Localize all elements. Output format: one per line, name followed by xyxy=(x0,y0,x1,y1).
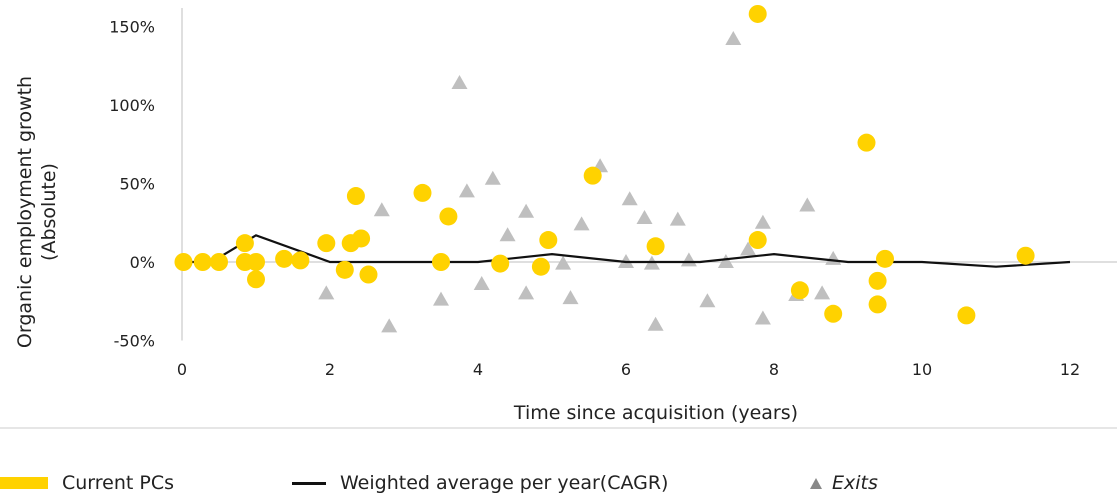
exit-point xyxy=(381,318,398,333)
x-tick-label: 12 xyxy=(1060,360,1080,379)
legend-label-exits: Exits xyxy=(832,472,878,494)
exit-point xyxy=(636,210,653,225)
current-pc-point xyxy=(247,270,265,289)
y-tick-label: -50% xyxy=(114,332,155,351)
x-tick-label: 6 xyxy=(621,360,631,379)
current-pc-point xyxy=(790,281,809,300)
current-pc-point xyxy=(193,253,212,271)
legend-item-current-pcs: Current PCs xyxy=(0,468,174,498)
current-pc-point xyxy=(957,306,976,325)
current-pc-point xyxy=(583,166,602,185)
exit-point xyxy=(451,75,468,90)
current-pc-point xyxy=(346,187,365,206)
current-pc-point xyxy=(531,257,550,276)
current-pc-point xyxy=(748,231,767,250)
legend: Current PCs Weighted average per year(CA… xyxy=(0,468,1117,498)
current-pc-point xyxy=(432,253,450,271)
exit-point xyxy=(518,285,535,300)
y-tick-label: 50% xyxy=(119,175,155,194)
current-pc-point xyxy=(868,295,887,314)
x-axis-title: Time since acquisition (years) xyxy=(513,402,798,424)
exit-point xyxy=(754,214,771,229)
exit-point xyxy=(318,285,335,300)
exit-point xyxy=(680,252,697,267)
x-tick-label: 8 xyxy=(769,360,779,379)
exit-point xyxy=(621,191,638,206)
y-tick-label: 150% xyxy=(109,18,155,37)
x-tick-label: 4 xyxy=(473,360,483,379)
current-pc-point xyxy=(857,133,876,152)
exit-point xyxy=(573,216,590,231)
exit-point xyxy=(725,31,742,46)
current-pc-point xyxy=(335,260,354,279)
current-pc-point xyxy=(868,271,887,290)
current-pc-point xyxy=(1016,246,1035,265)
marks-layer xyxy=(174,4,1071,333)
exit-point xyxy=(518,203,535,218)
exit-point xyxy=(699,293,716,308)
exit-point xyxy=(373,202,390,217)
current-pc-point xyxy=(235,234,254,253)
current-pc-point xyxy=(876,249,894,268)
axes-layer xyxy=(0,8,1117,429)
exit-point xyxy=(799,197,816,212)
current-pc-point xyxy=(491,254,510,273)
current-pc-point xyxy=(359,265,378,284)
current-pc-point xyxy=(352,229,371,248)
exit-point xyxy=(717,254,734,268)
x-tick-label: 10 xyxy=(912,360,932,379)
current-pc-point xyxy=(174,253,193,271)
x-tick-label: 2 xyxy=(325,360,335,379)
exit-point xyxy=(555,255,572,270)
current-pcs-swatch xyxy=(0,477,48,489)
exit-point xyxy=(814,285,831,300)
current-pc-point xyxy=(748,4,767,23)
exit-point xyxy=(669,211,686,226)
legend-label-weighted-average: Weighted average per year(CAGR) xyxy=(340,472,669,494)
current-pc-point xyxy=(439,207,458,226)
exit-point xyxy=(647,316,664,331)
current-pc-point xyxy=(646,237,665,256)
legend-item-exits: Exits xyxy=(810,468,878,498)
current-pc-point xyxy=(317,234,336,253)
exit-point xyxy=(473,275,490,290)
exit-point xyxy=(433,291,449,306)
exit-point xyxy=(825,250,842,265)
exit-point xyxy=(562,290,579,305)
exit-point xyxy=(499,227,516,242)
exits-triangle-icon xyxy=(810,477,822,489)
exit-point xyxy=(754,310,771,325)
current-pc-point xyxy=(291,251,310,270)
y-tick-label: 0% xyxy=(130,253,155,272)
weighted-average-swatch xyxy=(292,481,326,485)
current-pc-point xyxy=(210,253,228,271)
exit-point xyxy=(458,183,475,198)
labels-layer: -50% 0% 50% 100% 150% 0 2 4 6 8 10 12 Time since acq… xyxy=(14,18,1080,425)
current-pc-point xyxy=(413,183,432,202)
legend-label-current-pcs: Current PCs xyxy=(62,472,175,494)
current-pc-point xyxy=(539,231,558,250)
y-tick-label: 100% xyxy=(109,96,155,115)
weighted-average-line xyxy=(182,234,1071,268)
exit-point xyxy=(484,170,501,185)
current-pc-point xyxy=(247,253,265,271)
legend-item-weighted-average: Weighted average per year(CAGR) xyxy=(292,468,668,498)
x-tick-label: 0 xyxy=(177,360,187,379)
current-pc-point xyxy=(824,304,843,323)
scatter-chart: -50% 0% 50% 100% 150% 0 2 4 6 8 10 12 Time since acq… xyxy=(0,4,1117,429)
y-axis-title: Organic employment growth (Absolute) xyxy=(14,76,60,348)
exit-point xyxy=(740,241,757,256)
current-pc-point xyxy=(275,249,294,268)
